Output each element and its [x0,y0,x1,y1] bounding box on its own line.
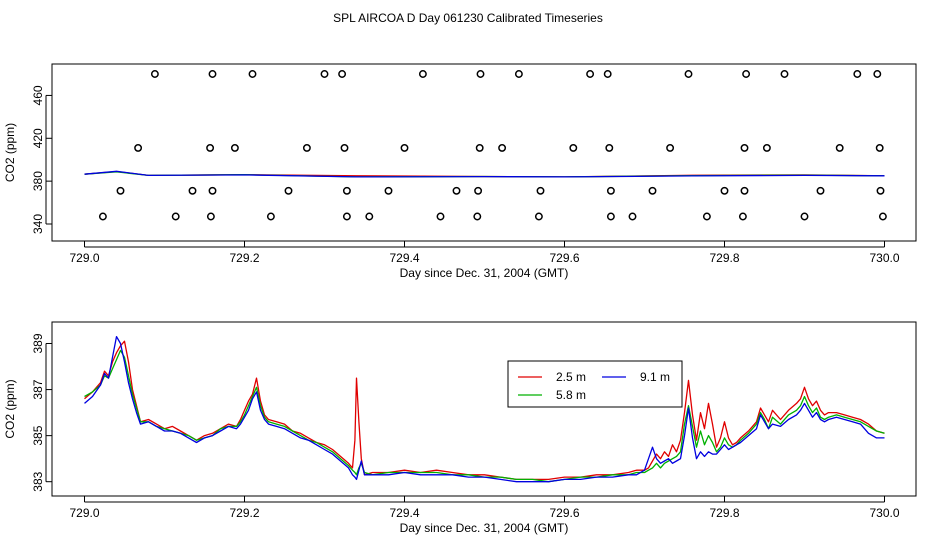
data-point [98,212,107,221]
data-point [606,212,615,221]
data-point [342,212,351,221]
data-point [474,186,483,195]
data-point [134,143,143,152]
y-tick-label: 380 [31,171,45,191]
y-tick-label: 389 [31,333,45,353]
series-line-9-1-m [84,335,885,483]
data-point [606,186,615,195]
x-tick-label: 729.2 [229,506,259,520]
data-point [534,212,543,221]
data-point [586,70,595,78]
y-tick-label: 420 [31,128,45,148]
data-point [338,70,347,78]
data-point [340,143,349,152]
data-point [876,186,885,195]
data-point [536,186,545,195]
data-point [853,70,862,78]
data-point [365,212,374,221]
y-tick-label: 383 [31,471,45,491]
data-point [603,70,612,78]
data-point [418,70,427,78]
data-point [605,143,614,152]
data-point [208,186,217,195]
x-tick-label: 729.4 [389,251,419,265]
data-point [720,186,729,195]
data-point [476,70,485,78]
chart-title: SPL AIRCOA D Day 061230 Calibrated Times… [333,11,603,25]
legend-box [507,360,683,408]
data-point [284,186,293,195]
data-point [762,143,771,152]
x-tick-label: 729.6 [549,251,579,265]
legend-label: 9.1 m [640,370,670,384]
y-tick-label: 387 [31,379,45,399]
data-point [302,143,311,152]
x-tick-label: 729.6 [549,506,579,520]
data-point [171,212,180,221]
data-point [514,70,523,78]
x-axis-label: Day since Dec. 31, 2004 (GMT) [400,521,569,535]
data-point [384,186,393,195]
data-point [873,70,882,78]
data-point [742,70,751,78]
data-point [266,212,275,221]
data-point [436,212,445,221]
data-point [878,212,887,221]
data-point [816,186,825,195]
bottom-plot-frame [51,321,917,497]
data-point [400,143,409,152]
data-point [684,70,693,78]
y-axis-label: CO2 (ppm) [3,379,17,438]
series-line-9-1-m [84,170,885,178]
data-point [473,212,482,221]
data-point [628,212,637,221]
legend-label: 5.8 m [556,388,586,402]
x-tick-label: 729.2 [229,251,259,265]
data-point [150,70,159,78]
legend-label: 2.5 m [556,370,586,384]
data-point [569,143,578,152]
data-point [206,212,215,221]
data-point [188,186,197,195]
data-point [206,143,215,152]
data-point [248,70,257,78]
x-tick-label: 729.8 [709,251,739,265]
bottom-panel: 729.0 729.2 729.4 729.6 729.8 730.0 Day since … [3,321,917,535]
y-tick-label: 385 [31,425,45,445]
top-plot-frame [51,63,917,242]
data-point [648,186,657,195]
data-point [738,212,747,221]
data-point [230,143,239,152]
data-point [780,70,789,78]
data-point [116,186,125,195]
top-panel: 729.0 729.2 729.4 729.6 729.8 730.0 Day since … [3,63,917,280]
data-point [452,186,461,195]
x-tick-label: 730.0 [869,251,899,265]
data-point [835,143,844,152]
x-tick-label: 729.8 [709,506,739,520]
data-point [342,186,351,195]
x-tick-label: 730.0 [869,506,899,520]
x-tick-label: 729.4 [389,506,419,520]
x-axis-label: Day since Dec. 31, 2004 (GMT) [400,266,569,280]
data-point [800,212,809,221]
legend: 2.5 m 5.8 m 9.1 m [507,360,683,408]
data-point [740,186,749,195]
data-point [320,70,329,78]
y-tick-label: 340 [31,214,45,234]
data-point [208,70,217,78]
data-point [875,143,884,152]
data-point [498,143,507,152]
series-line-2-5-m [84,340,885,481]
data-point [702,212,711,221]
x-tick-label: 729.0 [69,251,99,265]
x-tick-label: 729.0 [69,506,99,520]
data-point [740,143,749,152]
y-axis-label: CO2 (ppm) [3,123,17,182]
data-point [475,143,484,152]
y-tick-label: 460 [31,85,45,105]
data-point [666,143,675,152]
